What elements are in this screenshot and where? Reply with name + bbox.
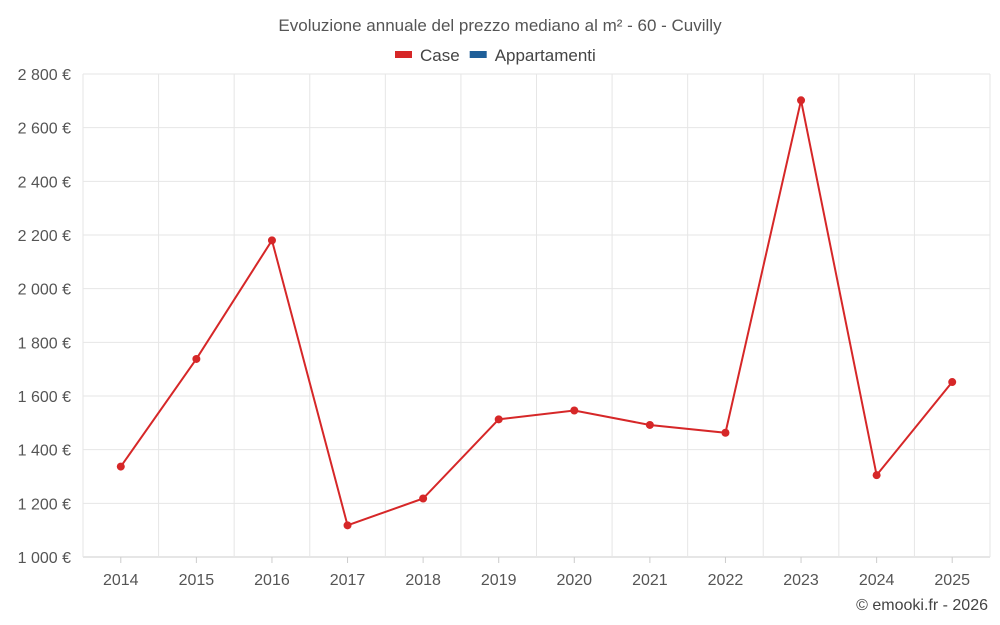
y-tick-label: 1 200 € bbox=[18, 496, 71, 513]
data-point bbox=[570, 406, 579, 415]
legend-label-appartamenti: Appartamenti bbox=[495, 46, 596, 65]
data-point bbox=[872, 471, 881, 480]
data-point bbox=[948, 378, 957, 387]
y-tick-label: 2 800 € bbox=[18, 67, 71, 84]
x-tick-label: 2017 bbox=[330, 572, 366, 589]
y-tick-label: 1 600 € bbox=[18, 389, 71, 406]
data-point bbox=[192, 354, 201, 363]
y-tick-label: 1 000 € bbox=[18, 550, 71, 567]
x-tick-label: 2019 bbox=[481, 572, 517, 589]
x-tick-label: 2016 bbox=[254, 572, 290, 589]
x-tick-label: 2025 bbox=[934, 572, 970, 589]
y-tick-label: 2 200 € bbox=[18, 228, 71, 245]
y-tick-label: 1 400 € bbox=[18, 443, 71, 460]
x-tick-label: 2022 bbox=[708, 572, 744, 589]
y-tick-label: 2 000 € bbox=[18, 282, 71, 299]
chart-legend: Case Appartamenti bbox=[395, 46, 596, 65]
data-point bbox=[116, 462, 125, 471]
x-tick-label: 2020 bbox=[556, 572, 592, 589]
data-point bbox=[343, 521, 352, 530]
legend-label-case: Case bbox=[420, 46, 460, 65]
chart-credit: © emooki.fr - 2026 bbox=[856, 597, 988, 614]
data-point bbox=[419, 494, 428, 503]
y-tick-label: 1 800 € bbox=[18, 335, 71, 352]
x-tick-label: 2023 bbox=[783, 572, 819, 589]
series-line-case bbox=[119, 100, 953, 527]
y-tick-label: 2 400 € bbox=[18, 174, 71, 191]
chart-title: Evoluzione annuale del prezzo mediano al… bbox=[278, 16, 722, 35]
x-gridlines bbox=[82, 74, 991, 557]
legend-swatch-appartamenti bbox=[469, 51, 487, 58]
data-point bbox=[797, 96, 806, 105]
data-point bbox=[721, 428, 730, 437]
legend-swatch-case bbox=[395, 51, 412, 58]
x-tick-label: 2024 bbox=[859, 572, 895, 589]
data-point bbox=[645, 420, 654, 429]
y-tick-label: 2 600 € bbox=[18, 121, 71, 138]
y-axis-tick-labels: 1 000 € 1 200 € 1 400 € 1 600 € 1 800 € 2 000… bbox=[18, 67, 71, 567]
data-point bbox=[267, 236, 276, 245]
x-tick-label: 2018 bbox=[405, 572, 441, 589]
x-tick-label: 2021 bbox=[632, 572, 668, 589]
series-group bbox=[116, 96, 957, 530]
x-tick-label: 2015 bbox=[179, 572, 215, 589]
x-tick-label: 2014 bbox=[103, 572, 139, 589]
x-axis-tick-labels: 2014 2015 2016 2017 2018 2019 2020 2021 2022 2023… bbox=[103, 557, 970, 589]
data-point bbox=[494, 415, 503, 424]
